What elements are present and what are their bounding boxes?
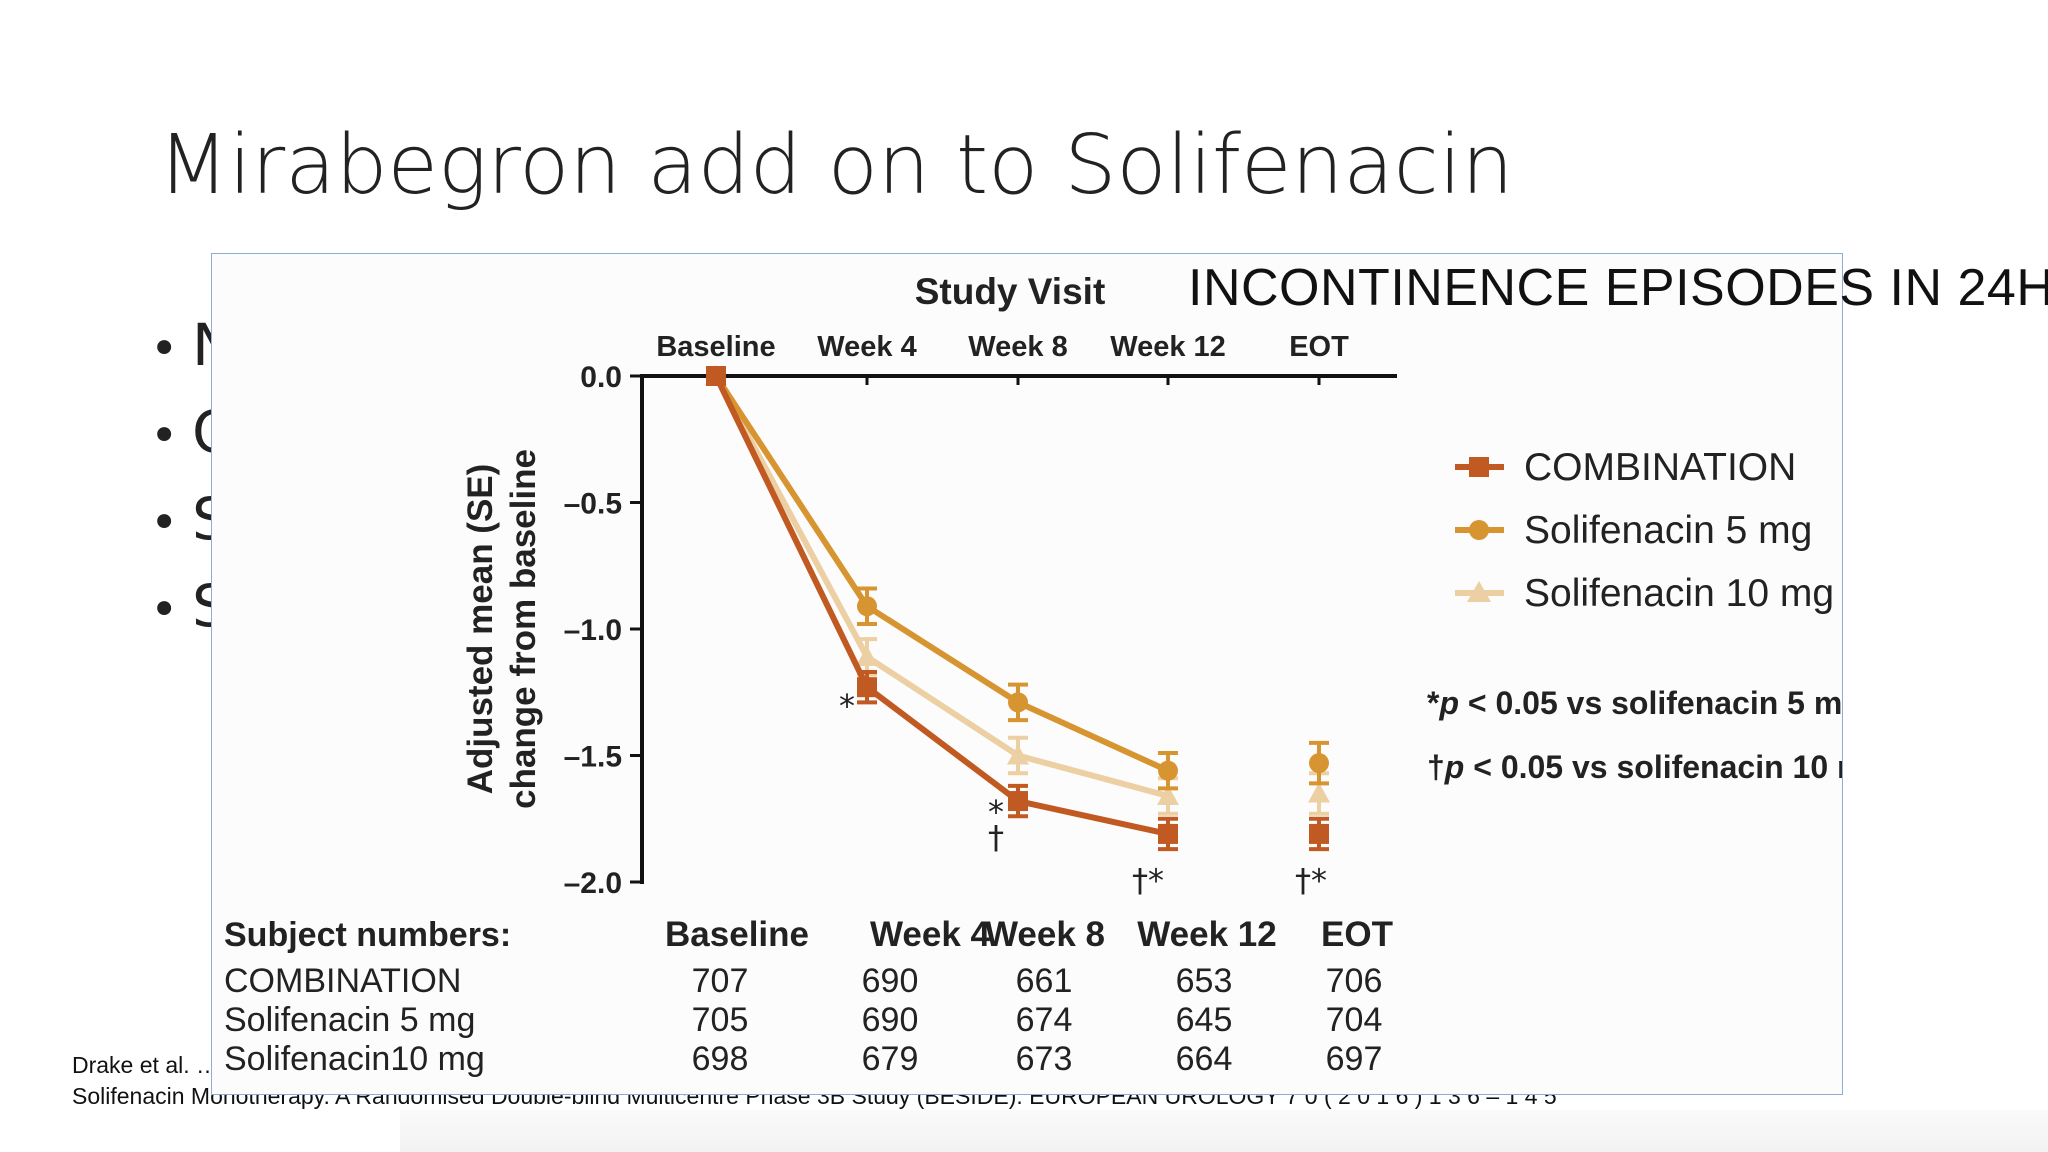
significance-mark: * bbox=[839, 687, 855, 725]
data-point-triangle bbox=[1007, 744, 1029, 765]
y-axis-label-line1: Adjusted mean (SE) bbox=[461, 464, 500, 795]
overlay-title: INCONTINENCE EPISODES IN 24H bbox=[1188, 259, 2048, 317]
footnote: *p < 0.05 vs solifenacin 5 mg bbox=[1427, 685, 1843, 721]
significance-mark: * bbox=[988, 793, 1004, 831]
chart-figure: Study Visit Baseline Week 4 Week 8 Week 12 EO… bbox=[211, 253, 1843, 1095]
footnote-text: < 0.05 vs solifenacin 10 mg bbox=[1464, 749, 1843, 785]
legend-label: Solifenacin 5 mg bbox=[1524, 509, 1812, 552]
data-point-circle bbox=[857, 596, 877, 617]
data-point-triangle bbox=[1157, 784, 1179, 805]
y-tick-label: –2.0 bbox=[564, 867, 622, 900]
series-line-2 bbox=[713, 374, 1169, 799]
series-line-1 bbox=[713, 374, 1170, 774]
data-point-circle bbox=[1158, 760, 1178, 781]
data-point-circle bbox=[1309, 753, 1329, 774]
significance-mark: †* bbox=[1132, 861, 1164, 899]
table-header: Week 4 bbox=[870, 915, 991, 954]
data-point-square bbox=[857, 677, 877, 698]
bullet-glyph: • bbox=[150, 495, 179, 551]
table-cell: 645 bbox=[1176, 1001, 1233, 1039]
data-point-square bbox=[1008, 791, 1028, 812]
bullet-glyph: • bbox=[150, 582, 179, 638]
chart-title: Study Visit bbox=[915, 271, 1106, 312]
table-row-label: COMBINATION bbox=[224, 962, 461, 1000]
table-header: Week 12 bbox=[1137, 915, 1276, 954]
bullet-glyph: • bbox=[150, 408, 179, 464]
footnote-italic: p bbox=[1444, 749, 1465, 785]
table-cell: 698 bbox=[692, 1040, 749, 1078]
table-cell: 705 bbox=[692, 1001, 749, 1039]
y-tick-label: –0.5 bbox=[564, 488, 622, 521]
table-cell: 697 bbox=[1326, 1040, 1383, 1078]
y-axis-label-line2: change from baseline bbox=[504, 449, 543, 809]
data-point-square bbox=[706, 366, 726, 386]
legend-marker-square bbox=[1469, 457, 1489, 477]
table-cell: 690 bbox=[862, 1001, 919, 1039]
legend-label: COMBINATION bbox=[1524, 446, 1796, 489]
table-cell: 679 bbox=[862, 1040, 919, 1078]
data-point-circle bbox=[1008, 692, 1028, 713]
table-cell: 690 bbox=[862, 962, 919, 1000]
footnote-text: < 0.05 vs solifenacin 5 mg bbox=[1459, 685, 1843, 721]
data-point-triangle bbox=[856, 645, 878, 666]
bullet-glyph: • bbox=[150, 321, 179, 377]
table-cell: 661 bbox=[1016, 962, 1073, 1000]
legend-label: Solifenacin 10 mg bbox=[1524, 572, 1834, 615]
slide-title: Mirabegron add on to Solifenacin bbox=[158, 118, 1514, 213]
table-row-label: Solifenacin 5 mg bbox=[224, 1001, 475, 1039]
footnote: †p < 0.05 vs solifenacin 10 mg bbox=[1427, 749, 1843, 785]
table-cell: 706 bbox=[1326, 962, 1383, 1000]
footnote-italic: p bbox=[1438, 685, 1459, 721]
legend-marker-circle bbox=[1469, 520, 1489, 540]
table-cell: 653 bbox=[1176, 962, 1233, 1000]
y-tick-label: –1.5 bbox=[564, 741, 622, 774]
y-tick-label: –1.0 bbox=[564, 614, 622, 647]
table-header: Baseline bbox=[665, 915, 809, 954]
table-title: Subject numbers: bbox=[224, 916, 511, 954]
table-cell: 664 bbox=[1176, 1040, 1233, 1078]
x-tick-label: Week 4 bbox=[817, 331, 916, 363]
data-point-square bbox=[1309, 823, 1329, 844]
x-tick-label: Week 8 bbox=[968, 331, 1067, 363]
data-point-triangle bbox=[1308, 782, 1330, 803]
table-header: Week 8 bbox=[985, 915, 1105, 954]
x-tick-label: EOT bbox=[1289, 331, 1349, 363]
table-cell: 707 bbox=[692, 962, 749, 1000]
footnote-symbol: † bbox=[1427, 749, 1445, 785]
x-tick-label: Baseline bbox=[656, 331, 775, 363]
blurred-footer-strip bbox=[400, 1110, 2048, 1152]
x-tick-label: Week 12 bbox=[1110, 331, 1226, 363]
table-cell: 704 bbox=[1326, 1001, 1383, 1039]
data-point-square bbox=[1158, 823, 1178, 844]
significance-mark: †* bbox=[1295, 861, 1327, 899]
table-header: EOT bbox=[1321, 915, 1393, 954]
footnote-symbol: * bbox=[1427, 685, 1440, 721]
significance-mark: † bbox=[988, 818, 1004, 856]
table-cell: 673 bbox=[1016, 1040, 1073, 1078]
table-row-label: Solifenacin10 mg bbox=[224, 1040, 485, 1078]
series-line-0 bbox=[713, 374, 1169, 837]
y-tick-label: 0.0 bbox=[580, 361, 622, 394]
legend-marker-triangle bbox=[1467, 581, 1491, 602]
table-cell: 674 bbox=[1016, 1001, 1073, 1039]
